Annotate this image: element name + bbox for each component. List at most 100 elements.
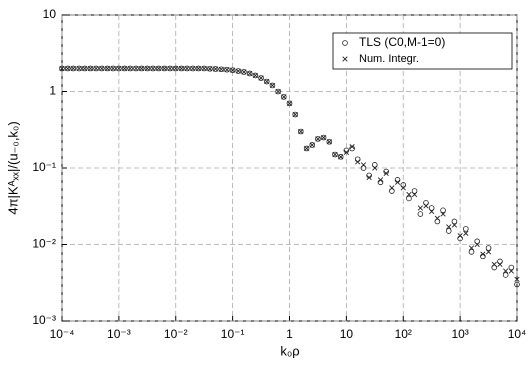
data-point [110, 65, 116, 72]
data-point [394, 177, 401, 183]
data-point [70, 65, 77, 72]
data-point [485, 249, 492, 255]
data-point [161, 65, 168, 72]
data-point [150, 65, 156, 72]
data-point [121, 65, 128, 72]
data-point [212, 66, 219, 72]
data-point [167, 65, 173, 72]
data-point [229, 67, 236, 73]
data-point [417, 205, 423, 211]
data-point [400, 185, 406, 191]
data-point [99, 65, 105, 72]
data-point [150, 65, 156, 72]
data-point [474, 238, 480, 245]
data-point [82, 65, 88, 72]
data-point [178, 65, 185, 72]
data-point [309, 142, 315, 148]
data-point [258, 75, 264, 81]
data-point [127, 65, 133, 72]
data-point [514, 281, 520, 288]
data-point [326, 139, 333, 145]
x-tick-label: 1 [286, 327, 293, 341]
data-point [360, 162, 367, 168]
y-tick-label: 10 [43, 7, 57, 21]
data-point [224, 67, 230, 73]
data-point [81, 65, 88, 72]
data-point [93, 65, 99, 72]
data-point [508, 264, 515, 271]
data-point [212, 66, 219, 72]
x-tick-label: 10³ [451, 327, 468, 341]
y-tick-label: 10⁻¹ [32, 160, 56, 174]
legend-label: TLS (C0,M-1=0) [359, 35, 445, 49]
data-point [201, 65, 207, 72]
data-point [366, 174, 372, 181]
data-point [440, 207, 446, 214]
data-point [224, 66, 230, 73]
data-point [298, 128, 304, 135]
data-point [184, 65, 190, 72]
y-tick-label: 10⁻³ [32, 313, 56, 327]
data-point [246, 70, 253, 77]
data-point [468, 249, 475, 255]
data-point [195, 65, 202, 72]
data-point [275, 88, 281, 95]
data-point [138, 65, 145, 72]
data-point [371, 162, 378, 168]
data-point [303, 145, 310, 152]
data-point [264, 78, 270, 85]
data-point [99, 65, 105, 72]
data-point [252, 72, 258, 79]
data-point [497, 261, 503, 267]
data-point [343, 149, 349, 156]
data-point [286, 100, 293, 107]
data-point [281, 94, 287, 100]
data-point [429, 208, 435, 215]
data-point [93, 65, 99, 72]
data-point [446, 224, 452, 230]
x-tick-label: 10² [395, 327, 412, 341]
data-point [440, 211, 446, 217]
data-point [207, 66, 213, 72]
data-point [355, 159, 361, 165]
x-tick-label: 10⁴ [508, 327, 527, 341]
data-point [281, 94, 287, 100]
data-point [457, 233, 463, 239]
data-point [474, 241, 480, 248]
data-point [320, 134, 327, 141]
data-point [241, 69, 247, 75]
legend-box [332, 32, 513, 70]
data-point [155, 65, 162, 72]
data-point [326, 139, 332, 145]
data-point [269, 82, 276, 89]
data-point [445, 228, 452, 234]
data-point [167, 65, 173, 72]
data-point [64, 65, 71, 72]
data-point [133, 65, 139, 72]
data-point [173, 65, 179, 72]
data-point [110, 65, 116, 72]
data-point [292, 111, 299, 118]
data-point [332, 151, 338, 158]
data-point [480, 251, 486, 257]
data-point [292, 111, 298, 118]
data-point [87, 65, 94, 72]
data-point [434, 215, 440, 221]
x-tick-label: 10⁻¹ [221, 327, 245, 341]
data-point [133, 65, 139, 72]
data-point [207, 66, 213, 72]
legend-marker [342, 40, 348, 46]
data-point [172, 65, 179, 72]
data-point [338, 154, 344, 160]
data-point [184, 65, 190, 72]
data-point [394, 179, 401, 185]
data-point [377, 179, 384, 186]
data-point [372, 165, 378, 171]
data-point [304, 145, 310, 152]
data-point [332, 151, 338, 158]
legend-marker [342, 56, 348, 62]
data-point [406, 195, 412, 202]
data-point [235, 68, 241, 74]
data-point [354, 156, 361, 163]
